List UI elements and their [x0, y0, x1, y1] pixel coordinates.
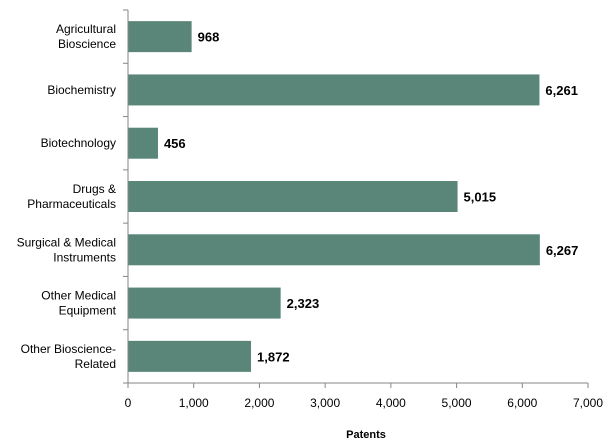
value-labels-layer: 968 6,261 456 5,015 6,267 2,323 1,872 — [164, 30, 578, 365]
category-label-4: Surgical & Medical Instruments — [17, 235, 116, 264]
bar-3 — [128, 181, 458, 212]
bar-2 — [128, 127, 158, 159]
value-label-3: 5,015 — [464, 190, 497, 205]
bar-0 — [128, 21, 192, 53]
x-tick-label: 5,000 — [442, 396, 472, 410]
x-axis-title: Patents — [346, 429, 386, 439]
category-label-line: Agricultural — [56, 22, 116, 36]
category-label-5: Other Medical Equipment — [41, 289, 116, 318]
category-label-line: Bioscience — [58, 37, 116, 51]
x-tick-label: 0 — [125, 396, 132, 410]
category-label-line: Other Medical — [41, 289, 116, 303]
category-label-line: Drugs & — [73, 182, 116, 196]
category-label-6: Other Bioscience-Related — [21, 342, 116, 371]
category-label-line: Related — [75, 357, 116, 371]
x-tick-label: 2,000 — [244, 396, 274, 410]
category-label-line: Biochemistry — [47, 83, 116, 97]
value-label-6: 1,872 — [257, 349, 290, 364]
category-label-3: Drugs & Pharmaceuticals — [27, 182, 116, 211]
value-label-1: 6,261 — [545, 83, 578, 98]
category-label-line: Pharmaceuticals — [27, 197, 116, 211]
category-label-2: Biotechnology — [41, 136, 116, 150]
category-label-line: Biotechnology — [41, 136, 116, 150]
category-label-line: Instruments — [53, 250, 116, 264]
x-tick-label: 4,000 — [376, 396, 406, 410]
x-tick-label: 3,000 — [310, 396, 340, 410]
x-tick-label: 6,000 — [507, 396, 537, 410]
bars-layer — [128, 21, 540, 372]
category-label-line: Other Bioscience- — [21, 342, 116, 356]
category-label-line: Equipment — [59, 304, 117, 318]
value-label-0: 968 — [198, 30, 220, 45]
bar-1 — [128, 74, 540, 106]
category-label-1: Biochemistry — [47, 83, 116, 97]
category-label-line: Surgical & Medical — [17, 235, 116, 249]
axes-layer: 0 1,000 2,000 3,000 4,000 5,000 6,000 7,000 — [123, 9, 603, 410]
bar-5 — [128, 287, 281, 319]
bar-4 — [128, 234, 540, 266]
value-label-4: 6,267 — [546, 243, 579, 258]
category-label-0: Agricultural Bioscience — [56, 22, 116, 51]
x-tick-label: 7,000 — [573, 396, 603, 410]
x-tick-label: 1,000 — [179, 396, 209, 410]
category-labels-layer: Agricultural Bioscience Biochemistry Biotec… — [17, 22, 117, 371]
bar-6 — [128, 340, 252, 372]
value-label-5: 2,323 — [287, 296, 320, 311]
value-label-2: 456 — [164, 136, 186, 151]
